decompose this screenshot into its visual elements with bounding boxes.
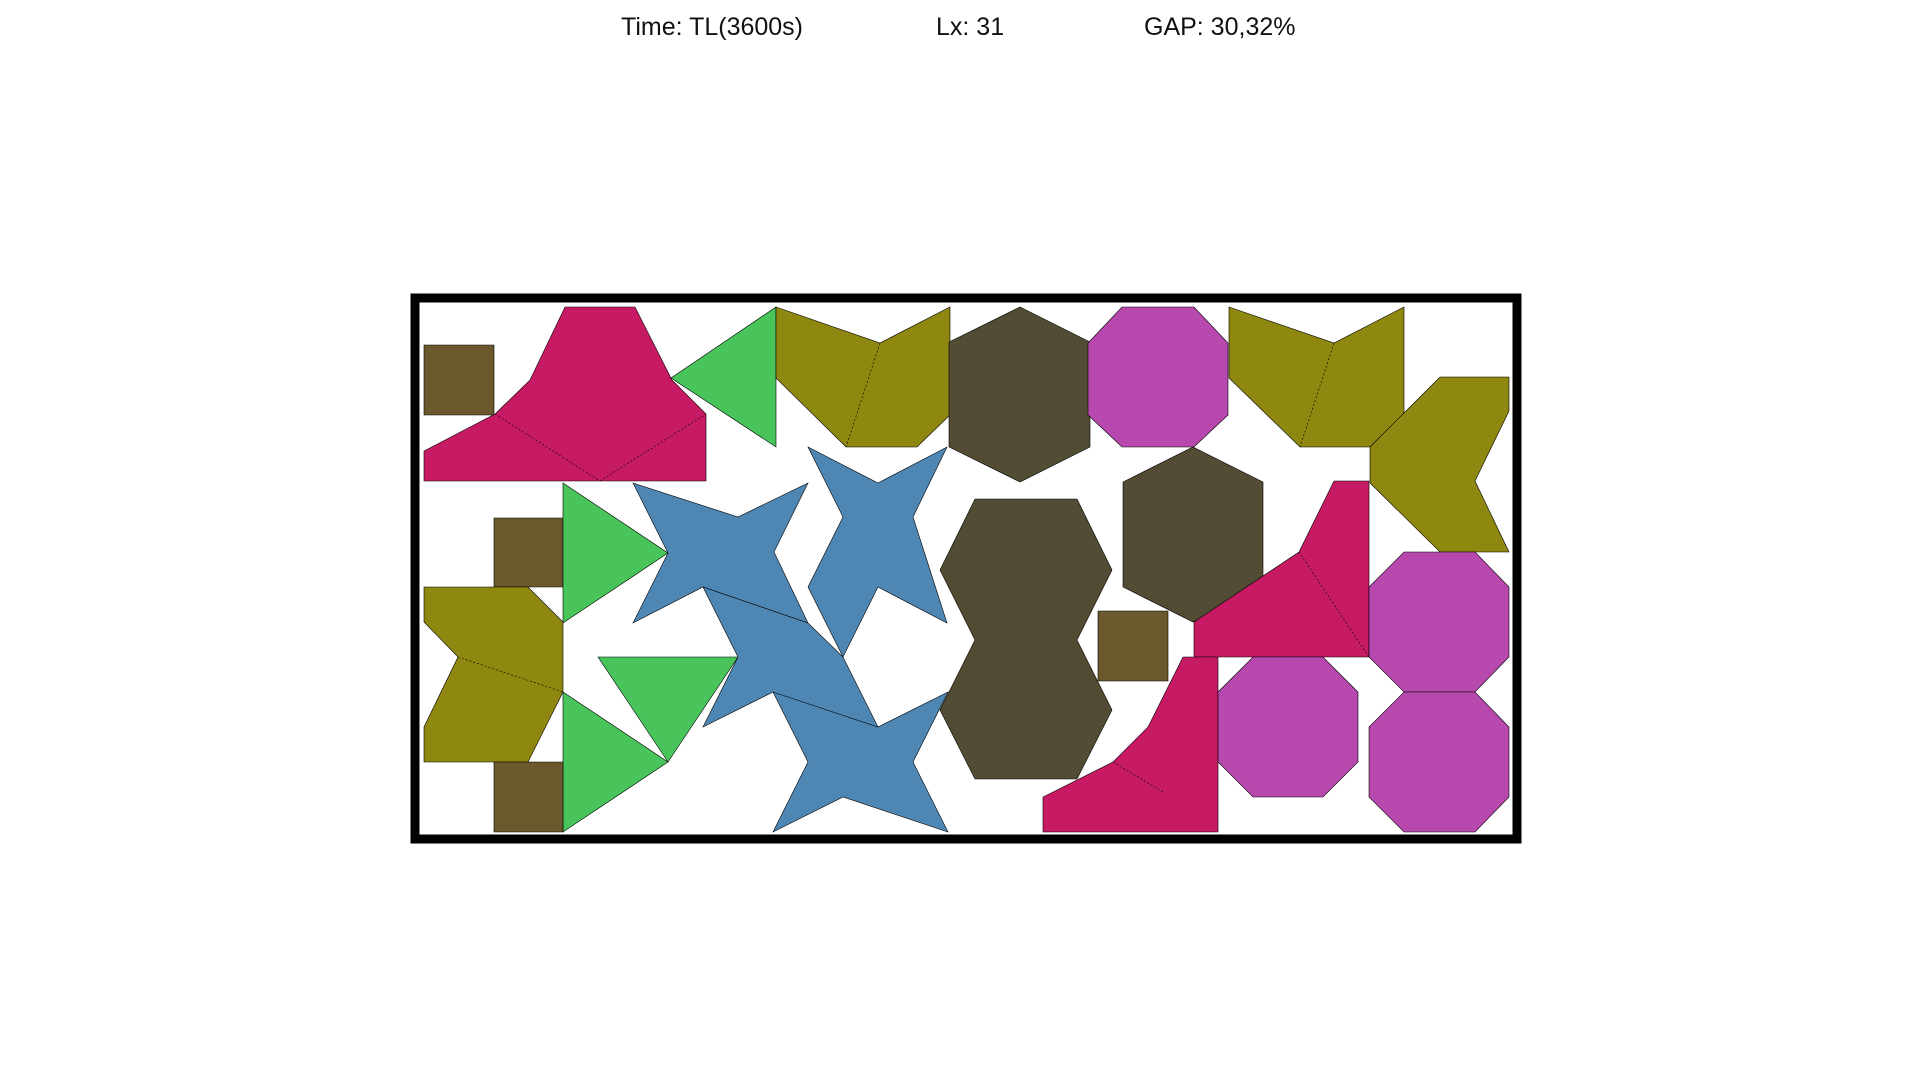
piece-square — [493, 517, 564, 588]
piece-part — [1228, 306, 1405, 448]
piece-hexagon — [1122, 446, 1264, 623]
piece-arrow — [1369, 376, 1510, 553]
piece-seam — [1298, 551, 1370, 658]
piece-hexagon — [948, 306, 1091, 483]
piece-part — [423, 586, 564, 763]
piece-part — [1042, 656, 1219, 833]
piece-arrow — [423, 586, 564, 763]
gap-value-label: GAP: 30,32% — [1144, 13, 1296, 41]
time-limit-label: Time: TL(3600s) — [621, 13, 804, 41]
piece-triangle — [562, 482, 669, 624]
piece-seam — [494, 413, 601, 482]
piece-octagon — [1368, 551, 1510, 693]
piece-square — [493, 761, 564, 833]
lx-value-label: Lx: 31 — [936, 13, 1005, 41]
piece-part — [775, 306, 951, 448]
piece-seam — [1112, 761, 1164, 793]
piece-square — [423, 344, 495, 416]
piece-bowtie — [1228, 306, 1405, 448]
piece-bowtie — [775, 306, 951, 448]
piece-double-hexagon — [939, 498, 1113, 780]
piece-octagon — [1087, 306, 1229, 448]
container-border — [410, 293, 1522, 844]
piece-star — [772, 691, 949, 833]
piece-part — [423, 306, 707, 482]
piece-triangle-composite — [423, 306, 707, 482]
piece-triangle — [597, 656, 739, 763]
piece-octagon — [1368, 691, 1510, 833]
piece-square — [1097, 610, 1169, 682]
piece-octagon — [1217, 656, 1359, 798]
piece-triangle-composite — [1042, 656, 1219, 833]
piece-star — [807, 446, 948, 658]
pieces-layer — [423, 306, 1510, 833]
piece-seam — [599, 413, 707, 482]
piece-seam — [457, 656, 564, 693]
